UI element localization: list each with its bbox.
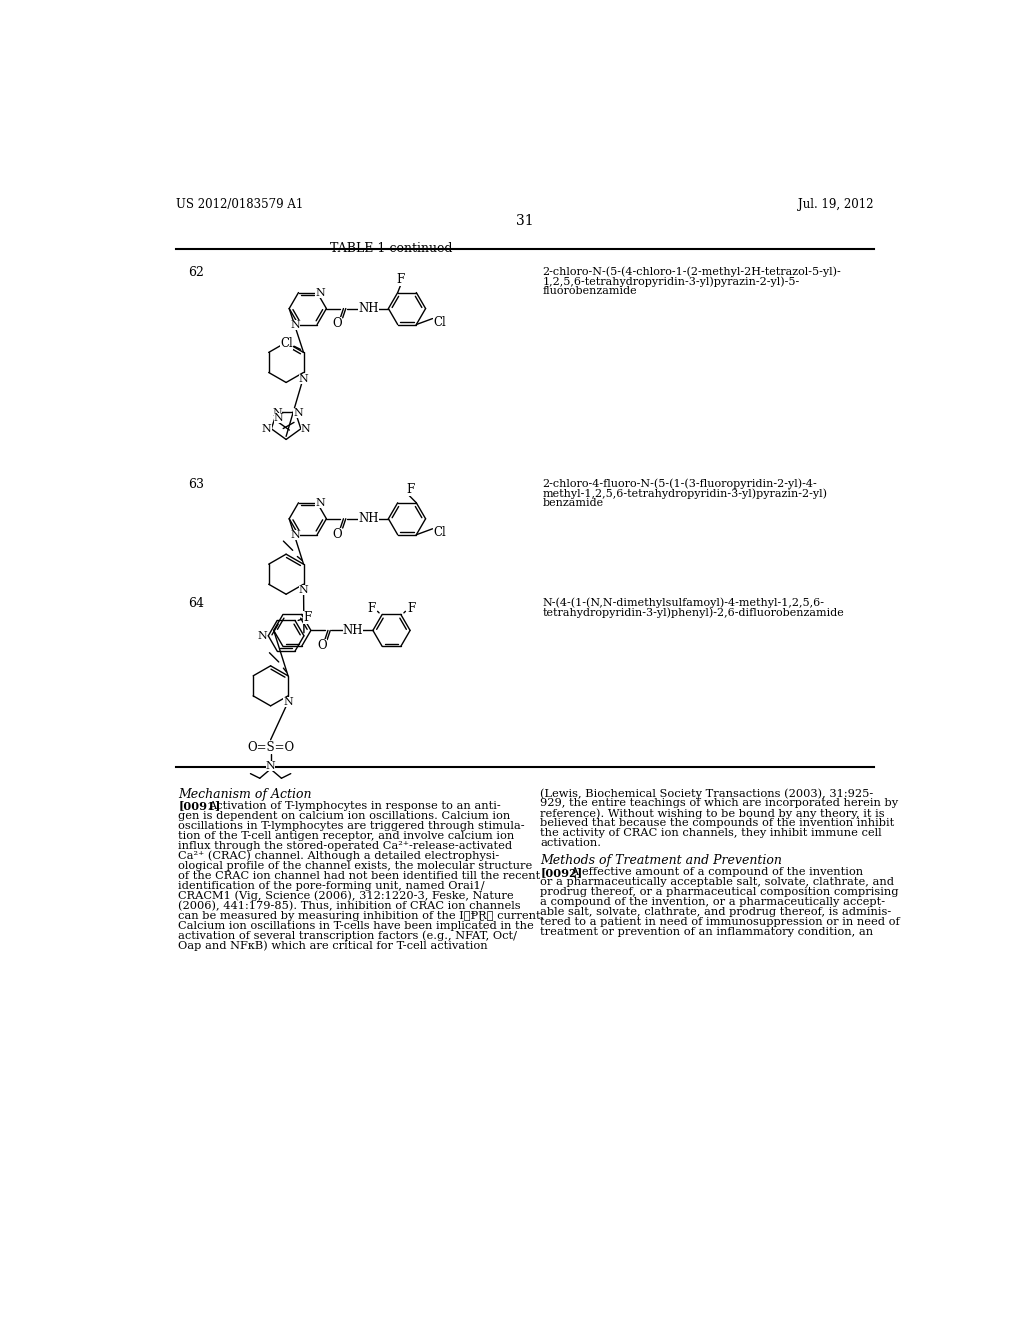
Text: tion of the T-cell antigen receptor, and involve calcium ion: tion of the T-cell antigen receptor, and… xyxy=(178,830,515,841)
Text: believed that because the compounds of the invention inhibit: believed that because the compounds of t… xyxy=(541,818,895,828)
Text: F: F xyxy=(406,483,415,496)
Text: NH: NH xyxy=(358,512,379,525)
Text: N: N xyxy=(294,408,303,418)
Text: influx through the stored-operated Ca²⁺-release-activated: influx through the stored-operated Ca²⁺-… xyxy=(178,841,512,850)
Text: N: N xyxy=(299,585,308,595)
Text: O=S=O: O=S=O xyxy=(247,741,294,754)
Text: benzamide: benzamide xyxy=(543,498,604,508)
Text: can be measured by measuring inhibition of the IⱢⱣⱤⱥ current.: can be measured by measuring inhibition … xyxy=(178,911,545,920)
Text: 31: 31 xyxy=(516,214,534,228)
Text: gen is dependent on calcium ion oscillations. Calcium ion: gen is dependent on calcium ion oscillat… xyxy=(178,810,511,821)
Text: N: N xyxy=(301,424,310,434)
Text: CRACM1 (Vig, Science (2006), 312:1220-3, Feske, Nature: CRACM1 (Vig, Science (2006), 312:1220-3,… xyxy=(178,891,514,902)
Text: Jul. 19, 2012: Jul. 19, 2012 xyxy=(798,198,873,211)
Text: 1,2,5,6-tetrahydropyridin-3-yl)pyrazin-2-yl)-5-: 1,2,5,6-tetrahydropyridin-3-yl)pyrazin-2… xyxy=(543,276,800,286)
Text: N: N xyxy=(265,760,275,771)
Text: 2-chloro-4-fluoro-N-(5-(1-(3-fluoropyridin-2-yl)-4-: 2-chloro-4-fluoro-N-(5-(1-(3-fluoropyrid… xyxy=(543,478,817,488)
Text: activation.: activation. xyxy=(541,838,601,849)
Text: A effective amount of a compound of the invention: A effective amount of a compound of the … xyxy=(569,867,863,876)
Text: 62: 62 xyxy=(188,267,205,280)
Text: fluorobenzamide: fluorobenzamide xyxy=(543,286,637,296)
Text: N: N xyxy=(299,374,308,384)
Text: 2-chloro-N-(5-(4-chloro-1-(2-methyl-2H-tetrazol-5-yl)-: 2-chloro-N-(5-(4-chloro-1-(2-methyl-2H-t… xyxy=(543,267,842,277)
Text: F: F xyxy=(368,602,376,615)
Text: tered to a patient in need of immunosuppression or in need of: tered to a patient in need of immunosupp… xyxy=(541,917,900,927)
Text: Cl: Cl xyxy=(433,315,445,329)
Text: (Lewis, Biochemical Society Transactions (2003), 31:925-: (Lewis, Biochemical Society Transactions… xyxy=(541,788,873,799)
Text: treatment or prevention of an inflammatory condition, an: treatment or prevention of an inflammato… xyxy=(541,927,873,937)
Text: N: N xyxy=(284,697,293,708)
Text: N-(4-(1-(N,N-dimethylsulfamoyl)-4-methyl-1,2,5,6-: N-(4-(1-(N,N-dimethylsulfamoyl)-4-methyl… xyxy=(543,598,824,609)
Text: US 2012/0183579 A1: US 2012/0183579 A1 xyxy=(176,198,303,211)
Text: N: N xyxy=(315,498,325,508)
Text: or a pharmaceutically acceptable salt, solvate, clathrate, and: or a pharmaceutically acceptable salt, s… xyxy=(541,876,894,887)
Text: (2006), 441:179-85). Thus, inhibition of CRAC ion channels: (2006), 441:179-85). Thus, inhibition of… xyxy=(178,900,521,911)
Text: O: O xyxy=(333,528,342,541)
Text: N: N xyxy=(291,319,300,330)
Text: N: N xyxy=(262,424,271,434)
Text: NH: NH xyxy=(358,302,379,315)
Text: O: O xyxy=(317,639,327,652)
Text: Cl: Cl xyxy=(433,527,445,539)
Text: F: F xyxy=(396,273,404,286)
Text: tetrahydropyridin-3-yl)phenyl)-2,6-difluorobenzamide: tetrahydropyridin-3-yl)phenyl)-2,6-diflu… xyxy=(543,607,845,618)
Text: methyl-1,2,5,6-tetrahydropyridin-3-yl)pyrazin-2-yl): methyl-1,2,5,6-tetrahydropyridin-3-yl)py… xyxy=(543,488,827,499)
Text: identification of the pore-forming unit, named Orai1/: identification of the pore-forming unit,… xyxy=(178,880,485,891)
Text: F: F xyxy=(408,602,416,615)
Text: Calcium ion oscillations in T-cells have been implicated in the: Calcium ion oscillations in T-cells have… xyxy=(178,921,535,931)
Text: Ca²⁺ (CRAC) channel. Although a detailed electrophysi-: Ca²⁺ (CRAC) channel. Although a detailed… xyxy=(178,850,500,861)
Text: oscillations in T-lymphocytes are triggered through stimula-: oscillations in T-lymphocytes are trigge… xyxy=(178,821,525,830)
Text: F: F xyxy=(303,611,311,624)
Text: Methods of Treatment and Prevention: Methods of Treatment and Prevention xyxy=(541,854,782,867)
Text: prodrug thereof, or a pharmaceutical composition comprising: prodrug thereof, or a pharmaceutical com… xyxy=(541,887,899,896)
Text: [0091]: [0091] xyxy=(178,800,221,812)
Text: Mechanism of Action: Mechanism of Action xyxy=(178,788,312,801)
Text: 63: 63 xyxy=(188,478,205,491)
Text: ological profile of the channel exists, the molecular structure: ological profile of the channel exists, … xyxy=(178,861,532,871)
Text: reference). Without wishing to be bound by any theory, it is: reference). Without wishing to be bound … xyxy=(541,808,885,818)
Text: NH: NH xyxy=(342,624,362,638)
Text: 929, the entire teachings of which are incorporated herein by: 929, the entire teachings of which are i… xyxy=(541,799,898,808)
Text: activation of several transcription factors (e.g., NFAT, Oct/: activation of several transcription fact… xyxy=(178,931,517,941)
Text: Activation of T-lymphocytes in response to an anti-: Activation of T-lymphocytes in response … xyxy=(208,800,501,810)
Text: Cl: Cl xyxy=(281,337,293,350)
Text: Oap and NFκB) which are critical for T-cell activation: Oap and NFκB) which are critical for T-c… xyxy=(178,941,488,952)
Text: N: N xyxy=(315,288,325,297)
Text: N: N xyxy=(291,529,300,540)
Text: of the CRAC ion channel had not been identified till the recent: of the CRAC ion channel had not been ide… xyxy=(178,871,541,880)
Text: N: N xyxy=(257,631,267,640)
Text: TABLE 1-continued: TABLE 1-continued xyxy=(331,242,453,255)
Text: the activity of CRAC ion channels, they inhibit immune cell: the activity of CRAC ion channels, they … xyxy=(541,829,882,838)
Text: 64: 64 xyxy=(188,598,205,610)
Text: N: N xyxy=(273,413,284,422)
Text: a compound of the invention, or a pharmaceutically accept-: a compound of the invention, or a pharma… xyxy=(541,896,886,907)
Text: O: O xyxy=(333,317,342,330)
Text: able salt, solvate, clathrate, and prodrug thereof, is adminis-: able salt, solvate, clathrate, and prodr… xyxy=(541,907,892,917)
Text: N: N xyxy=(272,408,282,418)
Text: [0092]: [0092] xyxy=(541,867,583,878)
